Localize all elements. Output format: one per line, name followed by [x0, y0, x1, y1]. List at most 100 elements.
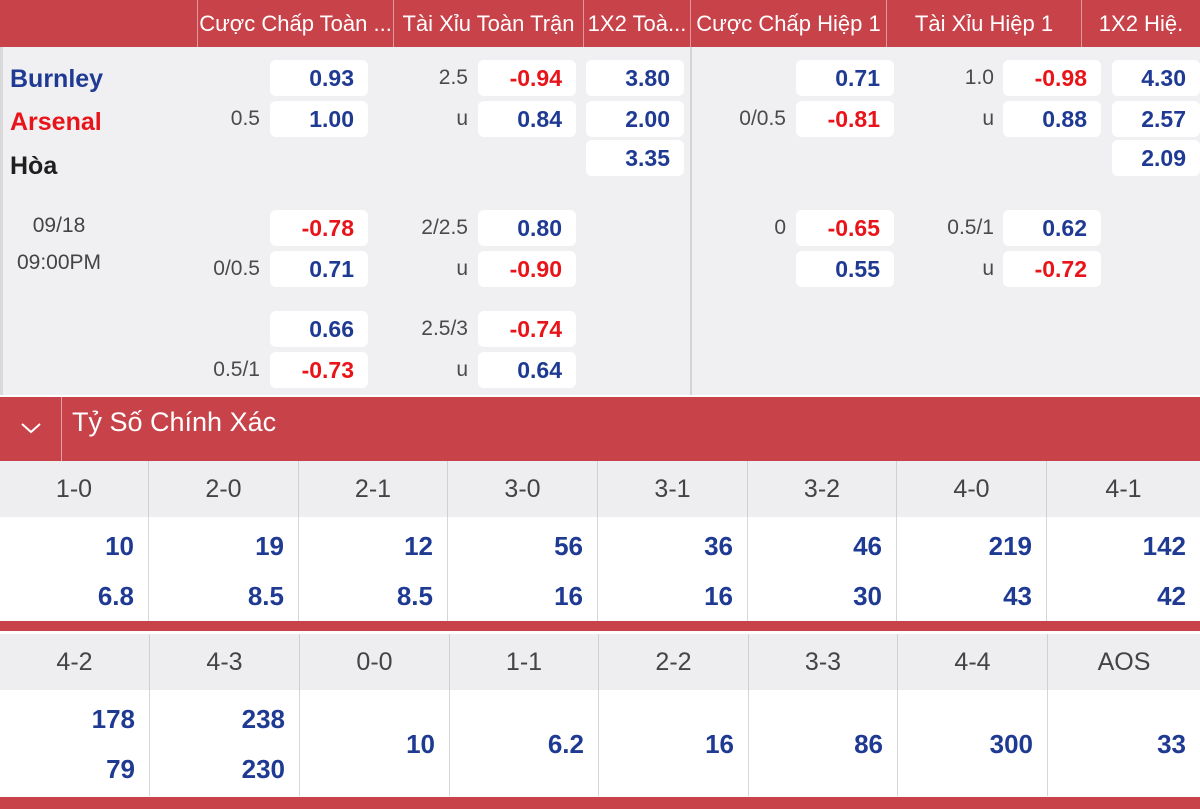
- odds-value[interactable]: 12: [404, 531, 433, 561]
- odds-value[interactable]: 230: [241, 754, 285, 784]
- odds-value[interactable]: 36: [704, 531, 733, 561]
- h1-ou-line: 1.0: [964, 66, 994, 89]
- col-handicap-fulltime[interactable]: Cược Chấp Toàn ...: [197, 0, 393, 47]
- odds-value[interactable]: 43: [1003, 581, 1032, 611]
- score-odds-cell[interactable]: 10: [300, 690, 450, 796]
- score-label: 4-3: [150, 634, 300, 690]
- odds-value[interactable]: 79: [106, 754, 135, 784]
- score-label: 4-0: [897, 461, 1047, 517]
- score-odds-cell[interactable]: 16: [599, 690, 749, 796]
- odds-value[interactable]: 46: [853, 531, 882, 561]
- odds-value[interactable]: 178: [91, 704, 135, 734]
- odds-cell[interactable]: 0.93: [270, 60, 368, 96]
- odds-cell[interactable]: 0.80: [478, 210, 576, 246]
- odds-cell[interactable]: 0.88: [1003, 101, 1101, 137]
- score-label: 1-0: [0, 461, 149, 517]
- odds-cell[interactable]: -0.94: [478, 60, 576, 96]
- score-odds-cell[interactable]: 300: [898, 690, 1048, 796]
- odds-value[interactable]: 16: [704, 581, 733, 611]
- odds-cell[interactable]: 0.66: [270, 311, 368, 347]
- odds-value[interactable]: 10: [105, 531, 134, 561]
- h1-ah-line: 0/0.5: [739, 107, 786, 130]
- score-label: 2-2: [599, 634, 749, 690]
- odds-cell[interactable]: 2.09: [1112, 140, 1200, 176]
- odds-cell[interactable]: -0.90: [478, 251, 576, 287]
- score-odds-cell[interactable]: 12 8.5: [299, 517, 448, 621]
- odds-value[interactable]: 42: [1157, 581, 1186, 611]
- odds-value[interactable]: 10: [406, 729, 435, 759]
- odds-value[interactable]: 6.8: [97, 581, 134, 611]
- col-overunder-fulltime[interactable]: Tài Xỉu Toàn Trận: [393, 0, 583, 47]
- score-label: 3-0: [448, 461, 598, 517]
- odds-value[interactable]: 16: [554, 581, 583, 611]
- score-label: 4-1: [1105, 475, 1142, 503]
- ah-line: 0/0.5: [213, 257, 260, 280]
- score-odds-cell[interactable]: 178 79: [0, 690, 150, 796]
- odds-value[interactable]: 33: [1157, 729, 1186, 759]
- draw-label: Hòa: [10, 152, 58, 180]
- score-odds-cell[interactable]: 219 43: [897, 517, 1047, 621]
- score-label: 2-1: [299, 461, 448, 517]
- odds-value[interactable]: 16: [705, 729, 734, 759]
- score-label: 1-1: [450, 634, 599, 690]
- score-odds-cell[interactable]: 56 16: [448, 517, 598, 621]
- score-odds-cell[interactable]: 6.2: [450, 690, 599, 796]
- ou-line: 2.5: [438, 66, 468, 89]
- odds-value[interactable]: 219: [988, 531, 1032, 561]
- odds-cell[interactable]: 4.30: [1112, 60, 1200, 96]
- odds-cell[interactable]: -0.65: [796, 210, 894, 246]
- odds-cell[interactable]: -0.98: [1003, 60, 1101, 96]
- odds-value[interactable]: 300: [989, 729, 1033, 759]
- ou-line: 2/2.5: [421, 216, 468, 239]
- odds-cell[interactable]: 3.35: [586, 140, 684, 176]
- odds-cell[interactable]: 0.71: [796, 60, 894, 96]
- odds-value[interactable]: 6.2: [547, 729, 584, 759]
- score-labels-row: 4-2 4-3 0-0 1-1 2-2 3-3 4-4 AOS: [0, 634, 1200, 690]
- odds-value[interactable]: 30: [853, 581, 882, 611]
- score-odds-row: 10 6.8 19 8.5 12 8.5 56 16 36 16 46 30 219 43 1…: [0, 517, 1200, 621]
- under-label: u: [456, 358, 468, 381]
- exact-score-header[interactable]: Tỷ Số Chính Xác: [0, 397, 1200, 461]
- score-odds-cell[interactable]: 19 8.5: [149, 517, 299, 621]
- score-odds-cell[interactable]: 33: [1048, 690, 1200, 796]
- odds-cell[interactable]: -0.74: [478, 311, 576, 347]
- odds-value[interactable]: 8.5: [247, 581, 284, 611]
- row-divider: [0, 621, 1200, 631]
- odds-cell[interactable]: 2.00: [586, 101, 684, 137]
- odds-cell[interactable]: 3.80: [586, 60, 684, 96]
- col-1x2-fulltime[interactable]: 1X2 Toà...: [583, 0, 690, 47]
- score-odds-cell[interactable]: 86: [749, 690, 898, 796]
- score-label: 3-3: [749, 634, 898, 690]
- odds-value[interactable]: 19: [255, 531, 284, 561]
- odds-cell[interactable]: 0.62: [1003, 210, 1101, 246]
- score-odds-cell[interactable]: 10 6.8: [0, 517, 149, 621]
- score-odds-cell[interactable]: 142 42: [1047, 517, 1200, 621]
- odds-value[interactable]: 8.5: [396, 581, 433, 611]
- odds-value[interactable]: 56: [554, 531, 583, 561]
- odds-value[interactable]: 238: [241, 704, 285, 734]
- odds-cell[interactable]: -0.78: [270, 210, 368, 246]
- odds-cell[interactable]: -0.81: [796, 101, 894, 137]
- score-odds-cell[interactable]: 36 16: [598, 517, 748, 621]
- odds-cell[interactable]: 0.71: [270, 251, 368, 287]
- odds-cell[interactable]: 0.55: [796, 251, 894, 287]
- under-label: u: [982, 257, 994, 280]
- score-label: 0-0: [300, 634, 450, 690]
- col-handicap-half1[interactable]: Cược Chấp Hiệp 1: [690, 0, 886, 47]
- score-label: 3-2: [748, 461, 897, 517]
- score-odds-cell[interactable]: 46 30: [748, 517, 897, 621]
- score-label: 3-1: [598, 461, 748, 517]
- score-label: 4-2: [0, 634, 150, 690]
- odds-value[interactable]: 142: [1142, 531, 1186, 561]
- odds-cell[interactable]: -0.73: [270, 352, 368, 388]
- col-1x2-half1[interactable]: 1X2 Hiệ.: [1081, 0, 1200, 47]
- chevron-down-icon[interactable]: [0, 397, 62, 461]
- col-overunder-half1[interactable]: Tài Xỉu Hiệp 1: [886, 0, 1081, 47]
- score-odds-cell[interactable]: 238 230: [150, 690, 300, 796]
- odds-cell[interactable]: -0.72: [1003, 251, 1101, 287]
- odds-cell[interactable]: 0.64: [478, 352, 576, 388]
- odds-cell[interactable]: 1.00: [270, 101, 368, 137]
- odds-value[interactable]: 86: [854, 729, 883, 759]
- odds-cell[interactable]: 0.84: [478, 101, 576, 137]
- odds-cell[interactable]: 2.57: [1112, 101, 1200, 137]
